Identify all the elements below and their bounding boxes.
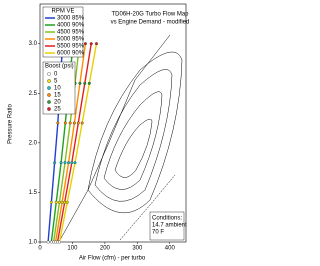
annotation: 70 F (152, 230, 164, 236)
x-tick-label: 300 (132, 246, 143, 252)
boost-marker (47, 107, 51, 111)
y-tick-label: 1.0 (29, 240, 38, 246)
series-line (54, 43, 87, 243)
point (49, 200, 53, 204)
legend-title: RPM VE (51, 9, 74, 15)
y-tick-label: 1.5 (29, 190, 38, 196)
legend-label: 3000 85% (57, 16, 85, 22)
y-tick-label: 2.5 (29, 91, 38, 97)
point (87, 81, 91, 85)
point (63, 121, 67, 125)
boost-label: 0 (54, 72, 58, 78)
boost-marker (47, 72, 51, 76)
point (83, 81, 87, 85)
point (70, 161, 74, 165)
compressor-map (59, 34, 183, 241)
point (58, 240, 61, 244)
point (60, 200, 64, 204)
legend-label: 4000 90% (57, 23, 85, 29)
point (89, 42, 93, 46)
annotation: Conditions: (152, 216, 182, 222)
chart: TD06H-20G Turbo Flow Map vs Engine Deman… (8, 3, 190, 262)
point (83, 42, 87, 46)
point (58, 200, 61, 204)
y-tick-label: 3.0 (29, 41, 38, 47)
point (56, 121, 60, 125)
boost-marker (47, 86, 51, 90)
boost-marker (47, 79, 51, 83)
x-tick-label: 0 (38, 246, 42, 252)
point (53, 161, 57, 165)
point (59, 161, 63, 165)
boost-label: 10 (54, 86, 61, 92)
boost-label: 20 (54, 100, 61, 106)
point (72, 121, 76, 125)
point (54, 200, 58, 204)
boost-label: 5 (54, 79, 58, 85)
x-tick-label: 400 (165, 246, 176, 252)
point (76, 121, 80, 125)
boost-label: 15 (54, 93, 61, 99)
y-axis-title: Pressure Ratio (8, 103, 14, 143)
point (73, 161, 77, 165)
y-tick-label: 2.0 (29, 140, 38, 146)
point (65, 200, 69, 204)
legend-label: 4500 95% (57, 30, 85, 36)
legend-label: 5500 95% (57, 44, 85, 50)
x-tick-label: 200 (100, 246, 111, 252)
series-line (56, 43, 92, 243)
chart-subtitle: vs Engine Demand - modified (111, 20, 190, 26)
x-axis-title: Air Flow (cfm) - per turbo (79, 256, 146, 262)
annotation: 14.7 ambient (152, 223, 187, 229)
point (95, 42, 98, 46)
boost-marker (47, 93, 51, 97)
conditions-box (149, 211, 185, 241)
x-tick-label: 100 (67, 246, 78, 252)
legend-label: 5000 95% (57, 37, 85, 43)
point (68, 121, 72, 125)
boost-marker (47, 100, 51, 104)
point (78, 81, 82, 85)
point (63, 161, 67, 165)
series-line (52, 43, 81, 243)
boost-label: 25 (54, 107, 61, 113)
legend-label: 6000 90% (57, 51, 85, 57)
point (67, 161, 71, 165)
chart-title: TD06H-20G Turbo Flow Map (111, 12, 189, 18)
point (80, 121, 84, 125)
boost-legend-title: Boost (psi) (45, 64, 74, 70)
series-line (58, 43, 98, 243)
point (63, 200, 67, 204)
point (46, 240, 50, 244)
